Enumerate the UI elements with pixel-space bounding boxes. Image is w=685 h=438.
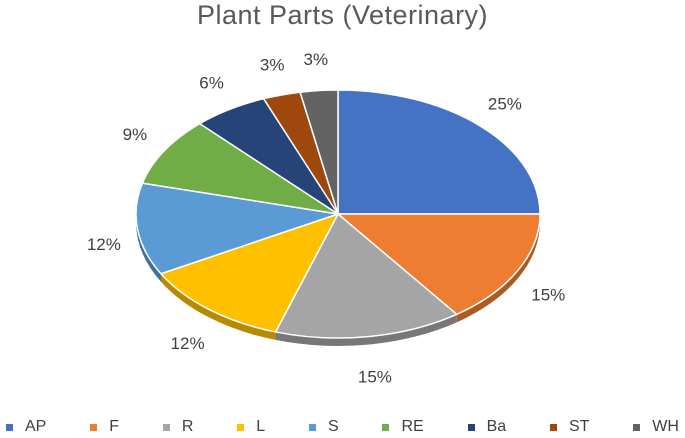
pie-slice-ap[interactable] [337, 89, 541, 215]
legend-item-l: L [237, 418, 265, 436]
legend-item-re: RE [382, 418, 424, 436]
legend: AP F R L S RE Ba ST WH [0, 418, 685, 436]
legend-item-ap: AP [6, 418, 46, 436]
legend-swatch [549, 423, 557, 431]
pie-slice-r[interactable] [274, 212, 459, 339]
pie-slice-side-s [136, 214, 161, 282]
legend-swatch [382, 423, 390, 431]
data-label-re: 9% [123, 125, 148, 144]
legend-label: RE [401, 418, 424, 435]
legend-label: WH [652, 418, 679, 435]
legend-item-st: ST [549, 418, 590, 436]
legend-label: L [256, 418, 266, 435]
legend-swatch [162, 423, 170, 431]
legend-label: S [327, 418, 339, 435]
data-label-ap: 25% [488, 95, 522, 114]
pie-slice-wh[interactable] [299, 89, 339, 215]
pie-slice-side-f [456, 214, 540, 323]
legend-item-r: R [162, 418, 194, 436]
data-label-f: 15% [531, 285, 565, 304]
data-label-ba: 6% [199, 73, 224, 92]
legend-label: Ba [486, 418, 507, 435]
data-label-s: 12% [87, 235, 121, 254]
pie-slices [135, 89, 541, 346]
legend-swatch [633, 423, 641, 431]
data-label-r: 15% [358, 368, 392, 387]
data-label-st: 3% [260, 56, 285, 75]
legend-label: F [109, 418, 119, 435]
pie-slice-s[interactable] [135, 182, 339, 275]
legend-label: ST [568, 418, 590, 435]
legend-swatch [6, 423, 13, 431]
data-label-l: 12% [171, 334, 205, 353]
legend-item-wh: WH [633, 418, 679, 436]
legend-label: AP [25, 418, 47, 435]
legend-swatch [308, 423, 316, 431]
legend-item-s: S [308, 418, 339, 436]
pie-slice-l[interactable] [159, 212, 340, 333]
legend-label: R [181, 418, 194, 435]
legend-swatch [90, 423, 98, 431]
data-label-wh: 3% [304, 50, 329, 69]
legend-swatch [237, 423, 245, 431]
legend-item-f: F [90, 418, 119, 436]
data-labels: 25% 15% 15% 12% 12% 9% 6% 3% 3% [87, 50, 565, 386]
legend-item-ba: Ba [467, 418, 507, 436]
legend-swatch [467, 423, 475, 431]
chart-title: Plant Parts (Veterinary) [196, 0, 489, 30]
pie-slice-f[interactable] [335, 213, 541, 316]
pie-slice-re[interactable] [141, 122, 339, 215]
pie-slice-side-l [160, 273, 276, 340]
